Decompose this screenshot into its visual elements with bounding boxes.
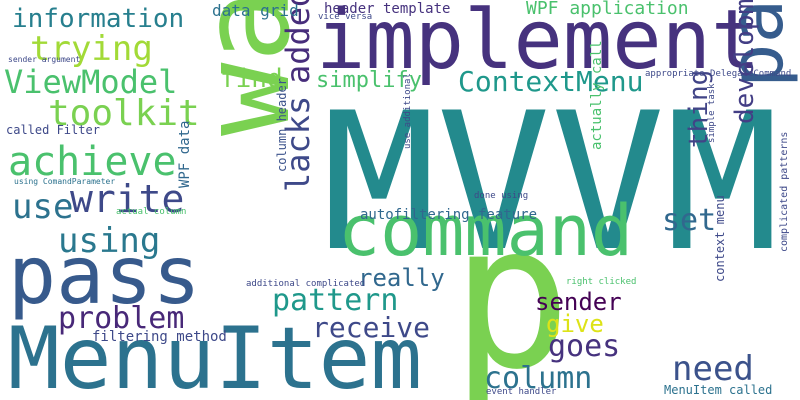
word-event-handler: event handler xyxy=(486,387,557,397)
word-find: find xyxy=(220,64,283,94)
word-contextmenu: ContextMenu xyxy=(458,65,644,98)
word-simple-task: simple task xyxy=(707,83,717,143)
word-information: information xyxy=(12,4,185,34)
word-pass: pass xyxy=(8,229,201,322)
word-context-menu: context menu xyxy=(713,195,727,282)
word-autofiltering-feature: autofiltering feature xyxy=(360,207,538,223)
word-wpf-data: WPF data xyxy=(177,120,193,188)
word-menuitem: MenuItem xyxy=(8,309,423,400)
word-simplify: simplify xyxy=(316,68,422,93)
word-wpf-application: WPF application xyxy=(526,0,689,19)
word-complicated-patterns: complicated patterns xyxy=(779,131,790,252)
word-data-grid: data grid xyxy=(212,1,299,20)
word-using-comandparameter: using ComandParameter xyxy=(14,177,116,186)
word-write: write xyxy=(70,177,185,221)
word-sender-argument: sender argument xyxy=(8,55,81,64)
word-development: development xyxy=(730,0,760,124)
word-column-header: column header xyxy=(275,78,289,172)
word-problem: problem xyxy=(58,301,185,336)
word-actual-column: actual column xyxy=(116,207,187,217)
word-achieve: achieve xyxy=(8,139,177,185)
word-give: give xyxy=(546,310,604,338)
word-using: using xyxy=(58,221,161,261)
word-use-additional: use additional xyxy=(403,73,413,149)
word-trying: trying xyxy=(30,29,153,69)
word-need: need xyxy=(672,349,754,389)
word-filtering-method: filtering method xyxy=(92,329,227,345)
word-goes: goes xyxy=(548,329,621,364)
word-really: really xyxy=(358,264,445,292)
word-additional-complicated: additional complicated xyxy=(246,279,366,289)
word-viewmodel: ViewModel xyxy=(4,63,178,101)
word-menuitem-called: MenuItem called xyxy=(664,383,773,397)
word-vice-versa: vice versa xyxy=(318,12,373,22)
word-command: command xyxy=(338,190,634,272)
word-use: use xyxy=(12,187,74,227)
word-column: column xyxy=(484,361,593,396)
word-actually-call: actually call xyxy=(589,40,605,150)
word-right-clicked: right clicked xyxy=(566,277,637,287)
word-implement: implement xyxy=(316,0,761,88)
word-header-template: header template xyxy=(324,1,451,17)
word-sender: sender xyxy=(535,288,622,316)
word-appropriate-delegatecommand: appropriate DelegateCommand xyxy=(645,69,792,79)
word-mvvm: MVVM xyxy=(322,72,780,293)
word-p: p xyxy=(451,181,572,400)
word-set: set xyxy=(662,203,717,238)
word-receive: receive xyxy=(312,311,431,344)
word-pattern: pattern xyxy=(272,283,399,318)
word-toolkit: toolkit xyxy=(48,93,200,134)
word-done-using: done using xyxy=(474,191,529,201)
word-called-filter: called Filter xyxy=(6,123,100,137)
